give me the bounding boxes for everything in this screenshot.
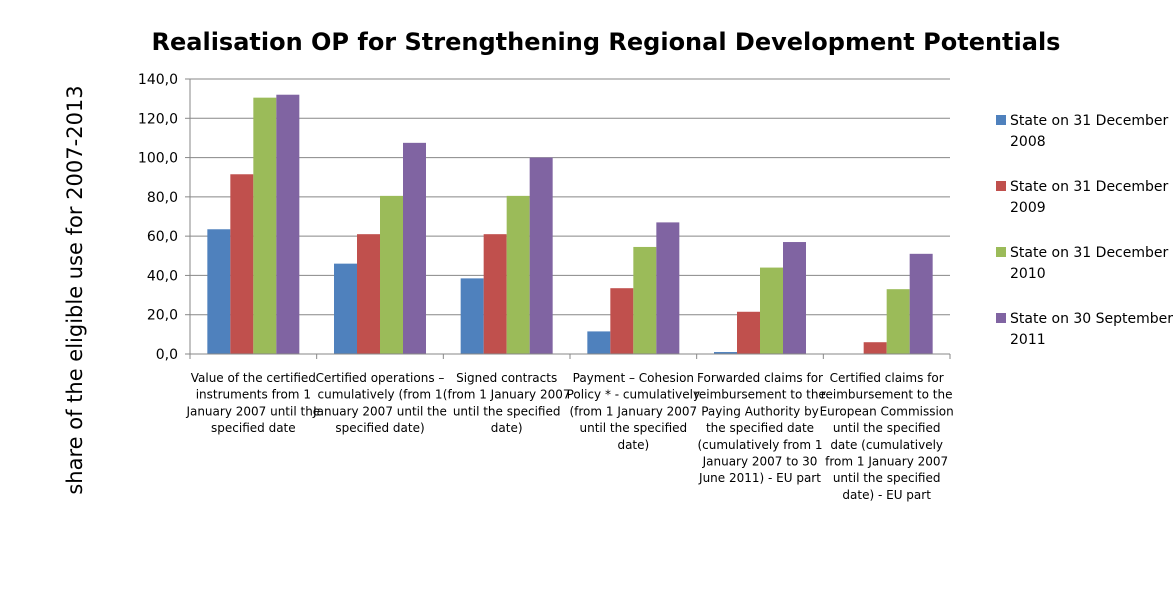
bar	[886, 289, 910, 354]
x-tick-label: Value of the certified instruments from 1…	[185, 371, 320, 435]
bar	[529, 157, 553, 354]
legend-entry: State on 31 December 2009	[1010, 179, 1169, 216]
legend-entry: State on 31 December 2008	[1010, 113, 1169, 150]
legend-entry: State on 30 September 2011	[1010, 311, 1173, 348]
y-tick-label: 20,0	[147, 308, 178, 324]
x-tick-label-line: until the specified	[833, 421, 941, 435]
x-tick-label-line: date)	[617, 438, 649, 452]
bar	[483, 234, 507, 354]
bar	[207, 229, 231, 354]
x-tick-label-line: date (cumulatively	[830, 438, 943, 452]
x-tick-label-line: Forwarded claims for	[697, 371, 823, 385]
bar	[334, 263, 357, 354]
x-tick-label-line: European Commission	[820, 404, 954, 418]
bar	[276, 94, 300, 354]
y-tick-label: 140,0	[138, 72, 178, 88]
bar	[253, 97, 277, 355]
x-tick-label-line: January 2007 to 30	[702, 455, 818, 469]
y-axis-label: share of the eligible use for 2007-2013	[63, 85, 87, 494]
bar	[230, 174, 254, 354]
bar	[737, 311, 760, 354]
legend-swatch	[996, 313, 1006, 323]
y-tick-label: 0,0	[156, 347, 178, 363]
x-tick-label-line: specified date)	[335, 421, 424, 435]
chart-title: Realisation OP for Strengthening Regiona…	[152, 28, 1061, 56]
x-tick-label-line: date)	[491, 421, 523, 435]
x-tick-label-line: reimbursement to the	[821, 388, 953, 402]
x-tick-label-line: Certified claims for	[830, 371, 944, 385]
y-tick-label: 40,0	[147, 268, 178, 284]
x-tick-label-line: the specified date	[706, 421, 814, 435]
x-tick-label: Certified claims for reimbursement to the…	[820, 371, 954, 502]
bar	[610, 288, 634, 354]
y-tick-label: 80,0	[147, 190, 178, 206]
x-tick-label-line: Value of the certified	[191, 371, 316, 385]
legend-entry-line: 2010	[1010, 266, 1046, 282]
x-tick-label-line: (from 1 January 2007	[569, 404, 697, 418]
x-tick-label-line: reimbursement to the	[694, 388, 826, 402]
x-tick-label-line: Payment – Cohesion	[573, 371, 694, 385]
bar	[506, 195, 530, 354]
x-tick-label-line: cumulatively (from 1	[317, 388, 442, 402]
x-tick-label-line: from 1 January 2007	[825, 455, 948, 469]
legend-entry-line: State on 31 December	[1010, 113, 1169, 129]
x-tick-label-line: January 2007 until the	[312, 404, 447, 418]
x-tick-label-line: Policy * - cumulatively	[567, 388, 700, 402]
x-tick-label-line: date) - EU part	[842, 488, 931, 502]
x-tick-label: Payment – Cohesion Policy * - cumulativel…	[567, 371, 700, 452]
bar	[714, 352, 737, 354]
bar	[380, 195, 403, 354]
legend-entry-line: State on 30 September	[1010, 311, 1173, 327]
x-tick-label: Certified operations – cumulatively (from…	[312, 371, 447, 435]
x-tick-label-line: (from 1 January 2007	[443, 388, 571, 402]
legend-swatch	[996, 115, 1006, 125]
bar	[357, 234, 380, 354]
y-tick-label: 60,0	[147, 229, 178, 245]
legend-entry-line: State on 31 December	[1010, 245, 1169, 261]
legend-entry-line: State on 31 December	[1010, 179, 1169, 195]
bar	[863, 342, 887, 354]
legend-entry-line: 2011	[1010, 332, 1046, 348]
x-tick-label-line: Certified operations –	[316, 371, 445, 385]
x-tick-label-line: until the specified	[580, 421, 688, 435]
bar	[460, 278, 484, 354]
y-tick-label: 120,0	[138, 111, 178, 127]
y-tick-label: 100,0	[138, 151, 178, 167]
x-tick-label-line: Signed contracts	[456, 371, 557, 385]
bar	[403, 142, 426, 354]
x-tick-label-line: June 2011) - EU part	[698, 471, 821, 485]
bar	[633, 246, 657, 354]
bar	[656, 222, 680, 354]
x-tick-label-line: until the specified	[833, 471, 941, 485]
x-tick-label-line: until the specified	[453, 404, 561, 418]
legend-swatch	[996, 181, 1006, 191]
x-tick-label-line: instruments from 1	[196, 388, 311, 402]
x-tick-label: Forwarded claims for reimbursement to the…	[694, 371, 826, 485]
x-tick-label: Signed contracts (from 1 January 2007 unti…	[443, 371, 571, 435]
x-tick-label-line: January 2007 until the	[185, 404, 320, 418]
x-tick-label-line: Paying Authority by	[701, 404, 819, 418]
x-tick-label-line: (cumulatively from 1	[697, 438, 822, 452]
legend-swatch	[996, 247, 1006, 257]
bar	[909, 253, 933, 354]
bar	[760, 267, 783, 354]
bar	[587, 331, 611, 354]
x-tick-label-line: specified date	[211, 421, 296, 435]
legend-entry-line: 2008	[1010, 134, 1046, 150]
legend-entry: State on 31 December 2010	[1010, 245, 1169, 282]
bar	[783, 242, 806, 354]
legend-entry-line: 2009	[1010, 200, 1046, 216]
